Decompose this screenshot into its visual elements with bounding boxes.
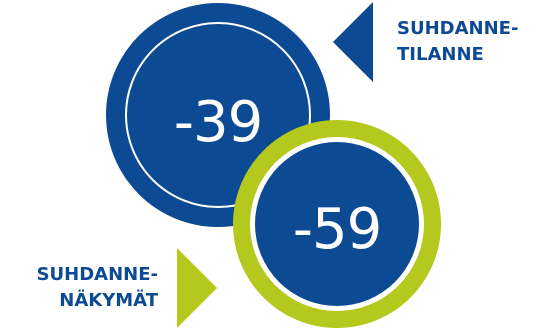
outlook-circle (255, 142, 419, 306)
current-situation-value: -39 (173, 90, 263, 155)
current-situation-label-line1: SUHDANNE- (397, 18, 519, 39)
triangle-right-icon (177, 248, 217, 328)
triangle-left-icon (333, 2, 373, 82)
outlook-label: SUHDANNE- NÄKYMÄT (6, 262, 158, 314)
current-situation-label: SUHDANNE- TILANNE (397, 16, 518, 68)
outlook-value: -59 (292, 197, 382, 262)
outlook-label-line1: SUHDANNE- (36, 264, 158, 285)
current-situation-ring (125, 22, 311, 208)
current-situation-label-line2: TILANNE (397, 44, 484, 65)
outlook-label-line2: NÄKYMÄT (59, 290, 158, 311)
